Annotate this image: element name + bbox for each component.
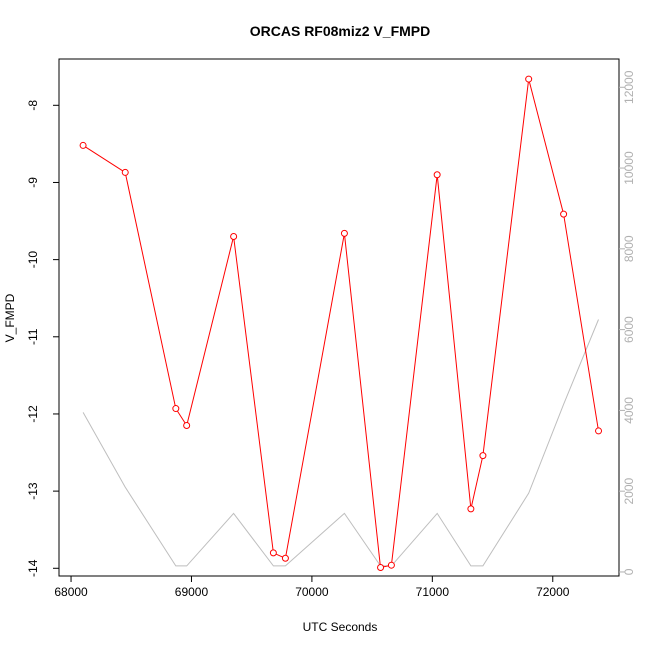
y-axis-left: -14 -13 -12 -11 -10 -9 -8 [26,100,59,577]
y-tick-label: -9 [26,177,40,188]
y-tick-label: -12 [26,405,40,423]
y-axis-label: V_FMPD [3,293,17,342]
data-point [377,564,385,572]
data-point [387,561,395,569]
y-tick-label: -8 [26,100,40,111]
y-tick-label: -11 [26,328,40,345]
chart-title: ORCAS RF08miz2 V_FMPD [250,23,430,39]
data-point [79,141,87,149]
data-point [183,422,191,430]
data-point [269,549,277,557]
x-tick-label: 69000 [175,585,209,599]
y2-tick-label: 2000 [622,478,636,505]
data-point [467,505,475,513]
data-point [230,232,238,240]
secondary-series-line [82,319,599,567]
x-tick-label: 72000 [536,585,570,599]
x-tick-label: 68000 [54,585,88,599]
y2-tick-label: 12000 [622,70,636,104]
y2-tick-label: 6000 [622,316,636,343]
x-axis-label: UTC Seconds [303,620,378,634]
data-point [595,427,603,435]
y-tick-label: -14 [26,559,40,577]
primary-series-line [82,78,599,569]
data-point [340,229,348,237]
series-layer [79,75,603,572]
data-point [121,168,129,176]
y2-tick-label: 10000 [622,151,636,185]
data-point [525,75,533,83]
y2-tick-label: 4000 [622,397,636,424]
plot-area-border [58,58,620,577]
x-axis: 68000 69000 70000 71000 72000 [54,576,570,599]
data-point [172,405,180,413]
y-axis-right: 0 2000 4000 6000 8000 10000 12000 [619,70,636,575]
x-tick-label: 70000 [295,585,329,599]
x-tick-label: 71000 [416,585,450,599]
data-point [479,452,487,460]
y2-tick-label: 0 [622,568,636,575]
data-point [281,554,289,562]
y-tick-label: -13 [26,482,40,500]
y-tick-label: -10 [26,251,40,269]
data-point [560,210,568,218]
y2-tick-label: 8000 [622,235,636,262]
data-point [433,171,441,179]
